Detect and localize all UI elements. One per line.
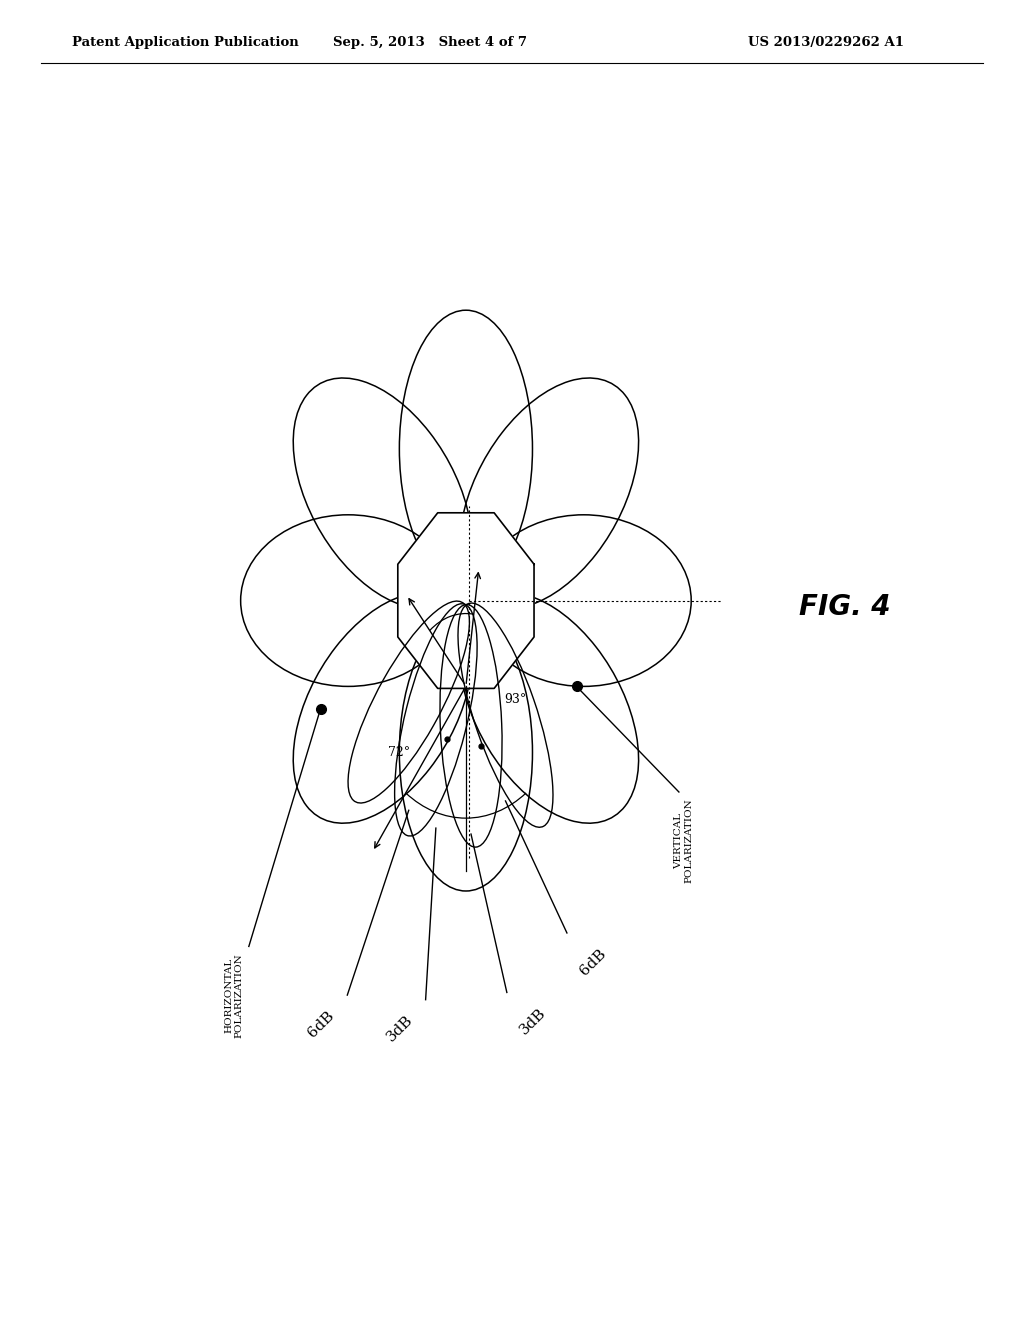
Text: Sep. 5, 2013   Sheet 4 of 7: Sep. 5, 2013 Sheet 4 of 7 [333,36,527,49]
Text: 72°: 72° [388,746,411,759]
Text: 6dB: 6dB [578,946,608,978]
Text: Patent Application Publication: Patent Application Publication [72,36,298,49]
Text: US 2013/0229262 A1: US 2013/0229262 A1 [748,36,903,49]
Text: FIG. 4: FIG. 4 [799,593,890,622]
Text: 3dB: 3dB [384,1012,416,1044]
Text: VERTICAL
POLARIZATION: VERTICAL POLARIZATION [675,799,693,883]
Text: 3dB: 3dB [517,1006,549,1038]
Text: 6dB: 6dB [305,1008,337,1040]
Text: HORIZONTAL
POLARIZATION: HORIZONTAL POLARIZATION [224,953,244,1038]
Polygon shape [397,512,535,689]
Text: 93°: 93° [504,693,526,706]
